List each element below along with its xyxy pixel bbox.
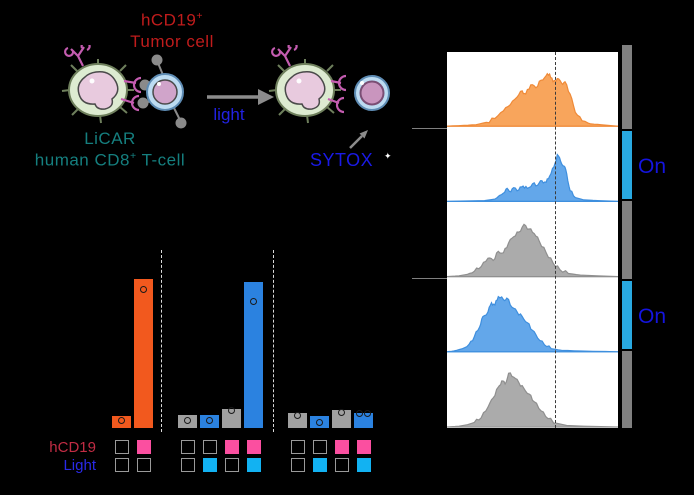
- legend-hcd19-label: hCD19: [49, 439, 96, 456]
- condition-checkbox-light: [202, 458, 217, 472]
- tcell-b-highlight: [296, 78, 302, 84]
- histogram-row-5: [447, 372, 618, 428]
- cell-schematic: [61, 45, 390, 149]
- condition-checkbox-hcd19: [114, 440, 129, 454]
- tumor-cell-label-line1: hCD19+: [140, 10, 204, 30]
- threshold-dashed-line: [555, 52, 556, 428]
- tcell-a-highlight: [89, 78, 95, 84]
- light-arrow: [207, 89, 274, 105]
- data-point-marker: [184, 416, 191, 424]
- condition-checkbox-light: [312, 458, 327, 472]
- data-point-marker: [228, 406, 235, 414]
- antigen-pins-a: [137, 54, 187, 129]
- condition-checkbox-hcd19: [356, 440, 371, 454]
- leader-line-top: [412, 128, 447, 129]
- light-label: light: [213, 105, 245, 124]
- on-label-2: On: [638, 305, 667, 328]
- data-point-marker: [316, 418, 323, 426]
- bar-g3-4: [354, 413, 373, 428]
- condition-checkbox-hcd19: [224, 440, 239, 454]
- sparkle-icon: ✦: [384, 151, 392, 161]
- sytox-arrow: [349, 130, 368, 149]
- leader-line-bottom: [412, 278, 447, 279]
- legend-light-label: Light: [63, 457, 96, 474]
- tcell-b-nucleus: [284, 70, 326, 110]
- histogram-row-4: [447, 295, 618, 353]
- data-point-marker: [118, 416, 125, 424]
- on-label-1: On: [638, 155, 667, 178]
- condition-checkbox-hcd19: [202, 440, 217, 454]
- condition-checkbox-hcd19: [334, 440, 349, 454]
- tumorcell-a-nucleus: [152, 79, 178, 105]
- condition-checkbox-light: [290, 458, 305, 472]
- histogram-row-3: [447, 223, 618, 278]
- bar-g2-3: [222, 409, 241, 428]
- car-receptors-a: [64, 45, 142, 112]
- condition-checkbox-light: [224, 458, 239, 472]
- data-point-marker: [140, 285, 147, 293]
- bar-g2-4: [244, 282, 263, 428]
- condition-checkbox-hcd19: [290, 440, 305, 454]
- group-separator-1: [161, 250, 162, 432]
- condition-checkbox-hcd19: [136, 440, 151, 454]
- condition-checkbox-light: [114, 458, 129, 472]
- tcell-label: human CD8+ T-cell: [34, 150, 186, 170]
- sytox-label: SYTOX: [310, 150, 374, 170]
- tumor-cell-label: hCD19+ Tumor cell: [112, 6, 232, 52]
- data-point-marker: [206, 416, 213, 424]
- condition-checkbox-light: [180, 458, 195, 472]
- tcell-a-nucleus: [77, 70, 119, 110]
- car-receptors-b: [271, 45, 347, 114]
- bar-g1-2: [134, 279, 153, 428]
- tumorcell-a-highlight: [157, 82, 161, 86]
- condition-checkbox-light: [246, 458, 261, 472]
- condition-checkbox-light: [356, 458, 371, 472]
- tumorcell-b-nucleus: [359, 80, 385, 106]
- light-state-bar-off-track: [622, 45, 632, 428]
- histogram-row-2: [447, 153, 618, 202]
- histogram-row-1: [447, 72, 618, 127]
- bar-g3-3: [332, 410, 351, 428]
- condition-checkbox-hcd19: [312, 440, 327, 454]
- group-separator-2: [273, 250, 274, 432]
- bar-g3-1: [288, 413, 307, 428]
- histogram-curves: [447, 72, 618, 428]
- condition-checkbox-light: [136, 458, 151, 472]
- light-state-bar-on-segment: [622, 128, 632, 201]
- data-point-marker: [364, 409, 371, 417]
- condition-checkbox-hcd19: [246, 440, 261, 454]
- licar-label: LiCAR: [84, 129, 136, 148]
- light-state-bar-on-segment: [622, 279, 632, 352]
- data-point-marker: [294, 411, 301, 419]
- tumor-cell-label-line2: Tumor cell: [130, 31, 214, 51]
- data-point-marker: [338, 408, 345, 416]
- data-point-marker: [356, 409, 363, 417]
- tumorcell-b-highlight: [360, 81, 364, 85]
- data-point-marker: [250, 297, 257, 305]
- condition-checkbox-light: [334, 458, 349, 472]
- condition-checkbox-hcd19: [180, 440, 195, 454]
